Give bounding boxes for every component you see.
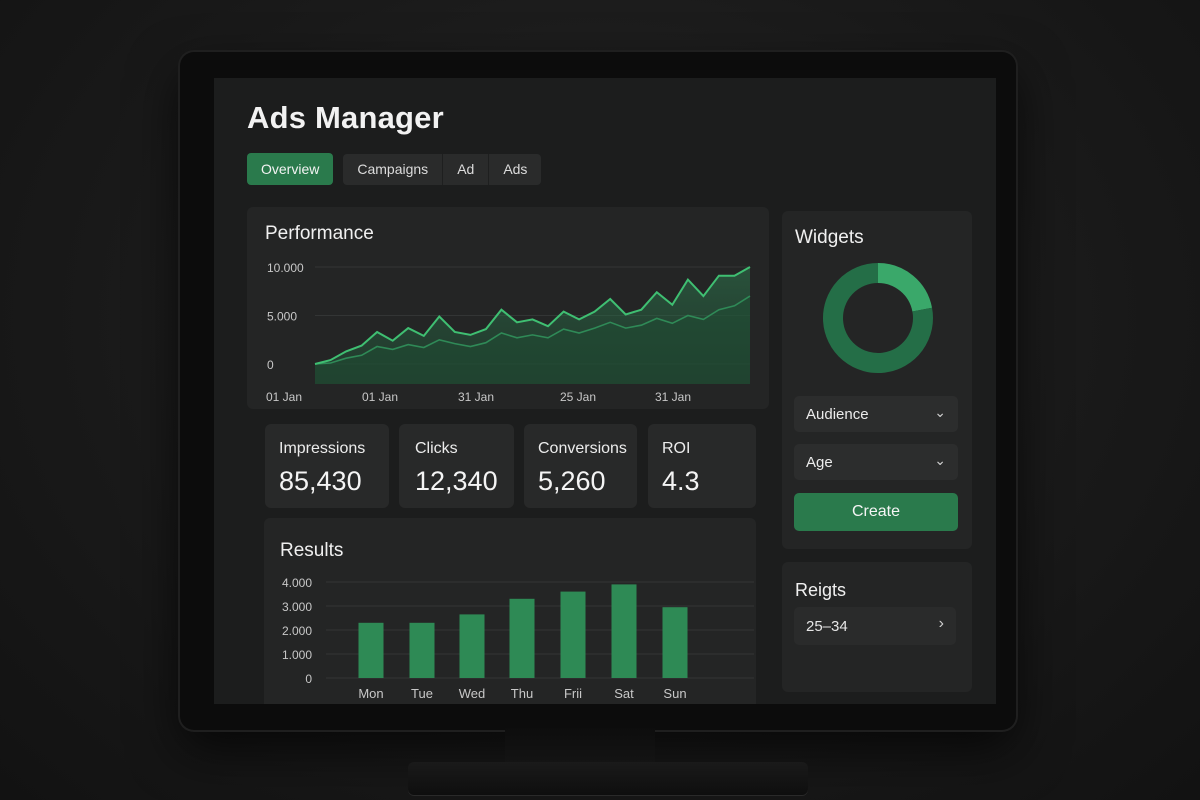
region-row-label: 25–34 [806, 618, 848, 635]
tab-ads[interactable]: Ads [488, 154, 541, 185]
y-tick-label: 0 [267, 358, 274, 372]
x-tick-label: 01 Jan [266, 390, 302, 404]
age-select[interactable]: Age ⌄ [794, 444, 958, 480]
y-tick-label: 0 [305, 672, 312, 686]
performance-line-chart: 10.000 5.000 0 01 Jan 01 Jan 31 Jan 25 Jan 31 J… [266, 261, 751, 404]
x-tick-label: Sat [614, 686, 634, 701]
performance-title: Performance [265, 223, 374, 244]
performance-card: Performance 10.000 5.000 0 01 Jan 01 Jan 31 J… [247, 207, 769, 409]
y-tick-label: 5.000 [267, 310, 297, 324]
metric-value: 85,430 [279, 466, 362, 496]
series-area-secondary [315, 296, 750, 384]
x-tick-label: Tue [411, 686, 433, 701]
metric-value: 4.3 [662, 466, 700, 496]
regions-card: Reigts 25–34 › [782, 562, 972, 692]
regions-title: Reigts [795, 580, 847, 600]
bar [459, 614, 485, 678]
y-tick-label: 2.000 [282, 624, 312, 638]
x-tick-label: Thu [511, 686, 533, 701]
results-bar-chart: 4.000 3.000 2.000 1.000 0 Mon Tue Wed Thu Frii Sat… [282, 576, 754, 701]
x-tick-label: 01 Jan [362, 390, 398, 404]
chevron-down-icon: ⌄ [934, 404, 946, 420]
audience-select[interactable]: Audience ⌄ [794, 396, 958, 432]
y-tick-label: 1.000 [282, 648, 312, 662]
widgets-card: Widgets Audience ⌄ Age ⌄ Create [782, 211, 972, 549]
y-tick-label: 3.000 [282, 600, 312, 614]
monitor-stand-base [408, 762, 808, 796]
x-tick-label: Frii [564, 686, 582, 701]
x-tick-label: Mon [358, 686, 383, 701]
metric-impressions[interactable]: Impressions 85,430 [265, 424, 389, 508]
bar [662, 607, 688, 678]
metric-conversions[interactable]: Conversions 5,260 [524, 424, 637, 508]
tab-ad[interactable]: Ad [442, 154, 488, 185]
metric-label: Clicks [415, 440, 458, 457]
x-tick-label: 31 Jan [655, 390, 691, 404]
create-button[interactable]: Create [794, 493, 958, 531]
series-line-primary [314, 266, 751, 365]
tab-campaigns[interactable]: Campaigns [357, 161, 429, 177]
tab-bar: Overview Campaigns Ad Ads [247, 153, 542, 185]
donut-segment [877, 263, 933, 312]
metric-value: 5,260 [538, 466, 606, 496]
y-tick-label: 4.000 [282, 576, 312, 590]
audience-select-label: Audience [806, 406, 869, 423]
bar [509, 598, 535, 678]
bar [611, 584, 637, 678]
region-row-25-34[interactable]: 25–34 › [794, 607, 956, 645]
x-tick-label: 31 Jan [458, 390, 494, 404]
bar [358, 622, 384, 678]
y-tick-label: 10.000 [267, 261, 304, 275]
bar [409, 622, 435, 678]
chevron-down-icon: ⌄ [934, 452, 946, 468]
page-title: Ads Manager [247, 100, 444, 135]
metric-label: Impressions [279, 440, 366, 457]
metric-label: ROI [662, 440, 691, 457]
tab-group: Campaigns Ad Ads [343, 154, 542, 185]
metric-clicks[interactable]: Clicks 12,340 [399, 424, 514, 508]
widgets-title: Widgets [795, 227, 864, 248]
series-line-secondary [314, 295, 751, 365]
results-card: Results 4.000 3.000 2.000 1.000 0 Mon Tue Wed Th… [264, 518, 756, 704]
x-tick-label: Wed [459, 686, 486, 701]
metric-roi[interactable]: ROI 4.3 [648, 424, 756, 508]
tab-overview[interactable]: Overview [247, 153, 334, 185]
results-title: Results [280, 540, 344, 561]
x-tick-label: 25 Jan [560, 390, 596, 404]
screen: Ads Manager Overview Campaigns Ad Ads Pe… [214, 78, 996, 704]
age-select-label: Age [806, 454, 833, 471]
donut-chart [823, 263, 933, 373]
metric-value: 12,340 [415, 466, 498, 496]
x-tick-label: Sun [663, 686, 686, 701]
bar [560, 591, 586, 678]
metric-label: Conversions [538, 440, 627, 457]
chevron-right-icon: › [938, 615, 944, 632]
donut-segment [823, 263, 933, 373]
